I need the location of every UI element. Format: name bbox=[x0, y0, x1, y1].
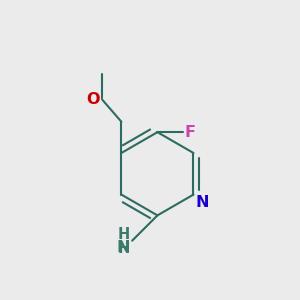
Text: O: O bbox=[86, 92, 100, 107]
Text: N: N bbox=[116, 240, 130, 255]
Text: H: H bbox=[118, 242, 130, 256]
Text: F: F bbox=[184, 125, 196, 140]
Text: N: N bbox=[196, 196, 209, 211]
Text: H: H bbox=[118, 226, 130, 242]
